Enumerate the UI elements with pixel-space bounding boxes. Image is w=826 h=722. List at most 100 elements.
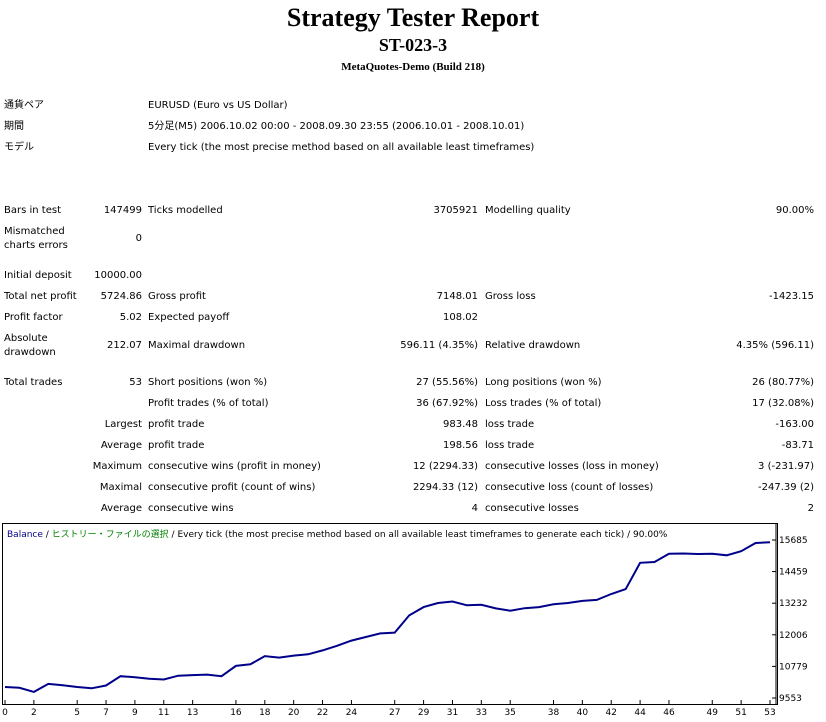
x-tick-label: 38: [548, 708, 560, 718]
deposit-value: 10000.00: [94, 270, 142, 281]
x-tick-label: 24: [346, 708, 358, 718]
server-info: MetaQuotes-Demo (Build 218): [341, 61, 485, 73]
short-value: 27 (55.56%): [416, 377, 478, 388]
avg-losses-value: 2: [807, 503, 814, 514]
x-tick-label: 53: [764, 708, 775, 718]
x-tick-label: 31: [447, 708, 458, 718]
y-tick-label: 14459: [779, 568, 808, 578]
loss-trades-value: 17 (32.08%): [752, 398, 814, 409]
absdd-label-line1: Absolute: [4, 333, 48, 344]
trades-label: Total trades: [4, 377, 63, 388]
period-value: 5分足(M5) 2006.10.02 00:00 - 2008.09.30 23…: [148, 121, 525, 132]
avg-losses-label: consecutive losses: [485, 503, 579, 514]
y-tick-label: 10779: [779, 662, 808, 672]
maximal-loss-label: consecutive loss (count of losses): [485, 482, 654, 493]
x-tick-label: 18: [259, 708, 271, 718]
long-label: Long positions (won %): [485, 377, 602, 388]
trades-value: 53: [129, 377, 142, 388]
pf-label: Profit factor: [4, 312, 63, 323]
x-tick-label: 51: [735, 708, 746, 718]
absdd-value: 212.07: [107, 340, 142, 351]
chart-balance-label: Balance: [7, 530, 43, 540]
x-tick-label: 16: [230, 708, 242, 718]
netprofit-value: 5724.86: [100, 291, 142, 302]
largest-loss-value: -163.00: [775, 419, 814, 430]
average2-label: Average: [100, 503, 142, 514]
largest-loss-label: loss trade: [485, 419, 535, 430]
grossloss-label: Gross loss: [485, 291, 536, 302]
grossloss-value: -1423.15: [769, 291, 814, 302]
maximal-profit-value: 2294.33 (12): [412, 482, 478, 493]
average-label: Average: [100, 440, 142, 451]
mismatch-value: 0: [135, 233, 142, 244]
x-tick-label: 42: [605, 708, 616, 718]
quality-label: Modelling quality: [485, 205, 571, 216]
balance-chart: Balance / ヒストリー・ファイルの選択 / Every tick (th…: [2, 523, 778, 705]
reldd-label: Relative drawdown: [485, 340, 581, 351]
chart-header-description: / Every tick (the most precise method ba…: [168, 530, 668, 540]
pf-value: 5.02: [119, 312, 142, 323]
y-tick-label: 15685: [779, 536, 808, 546]
x-tick-label: 35: [504, 708, 515, 718]
long-value: 26 (80.77%): [752, 377, 814, 388]
x-tick-label: 0: [2, 708, 8, 718]
ep-value: 108.02: [443, 312, 478, 323]
x-tick-label: 20: [288, 708, 300, 718]
maximal-label: Maximal: [99, 482, 142, 493]
y-tick-label: 12006: [779, 631, 808, 641]
reldd-value: 4.35% (596.11): [736, 340, 814, 351]
chart-header-separator: /: [42, 530, 52, 540]
y-tick-label: 13232: [779, 599, 808, 609]
x-tick-label: 33: [476, 708, 487, 718]
bars-value: 147499: [103, 205, 142, 216]
profit-trades-value: 36 (67.92%): [416, 398, 478, 409]
ticks-label: Ticks modelled: [148, 205, 223, 216]
mismatch-label-line1: Mismatched: [4, 226, 65, 237]
average-profit-value: 198.56: [443, 440, 478, 451]
x-tick-label: 49: [707, 708, 719, 718]
report-title: Strategy Tester Report: [286, 3, 540, 32]
x-tick-label: 22: [317, 708, 328, 718]
avg-wins-label: consecutive wins: [148, 503, 234, 514]
maxdd-value: 596.11 (4.35%): [400, 340, 478, 351]
largest-profit-value: 983.48: [443, 419, 478, 430]
ep-label: Expected payoff: [148, 312, 230, 323]
x-tick-label: 7: [103, 708, 109, 718]
x-tick-label: 5: [74, 708, 80, 718]
x-tick-label: 11: [158, 708, 169, 718]
grossprofit-label: Gross profit: [148, 291, 206, 302]
avg-wins-value: 4: [471, 503, 478, 514]
x-tick-label: 44: [634, 708, 646, 718]
maximal-loss-value: -247.39 (2): [758, 482, 814, 493]
report-subtitle: ST-023-3: [378, 35, 448, 55]
grossprofit-value: 7148.01: [436, 291, 478, 302]
chart-header: Balance / ヒストリー・ファイルの選択 / Every tick (th…: [7, 527, 667, 540]
chart-history-label: ヒストリー・ファイルの選択: [51, 530, 169, 540]
max-losses-label: consecutive losses (loss in money): [485, 461, 659, 472]
x-tick-label: 46: [663, 708, 675, 718]
x-tick-label: 2: [31, 708, 37, 718]
x-tick-label: 40: [577, 708, 589, 718]
x-tick-label: 13: [187, 708, 198, 718]
netprofit-label: Total net profit: [4, 291, 77, 302]
x-tick-label: 27: [389, 708, 400, 718]
bars-label: Bars in test: [4, 205, 61, 216]
max-wins-value: 12 (2294.33): [412, 461, 478, 472]
quality-value: 90.00%: [775, 205, 814, 216]
absdd-label-line2: drawdown: [4, 347, 56, 358]
deposit-label: Initial deposit: [4, 270, 72, 281]
loss-trades-label: Loss trades (% of total): [485, 398, 602, 409]
maxdd-label: Maximal drawdown: [148, 340, 246, 351]
maximum-label: Maximum: [92, 461, 142, 472]
maximal-profit-label: consecutive profit (count of wins): [148, 482, 316, 493]
average-profit-label: profit trade: [148, 440, 205, 451]
average-loss-value: -83.71: [781, 440, 814, 451]
largest-label: Largest: [104, 419, 142, 430]
mismatch-label-line2: charts errors: [4, 240, 68, 251]
x-tick-label: 9: [132, 708, 138, 718]
largest-profit-label: profit trade: [148, 419, 205, 430]
x-tick-label: 29: [418, 708, 430, 718]
average-loss-label: loss trade: [485, 440, 535, 451]
balance-series-line: [4, 541, 771, 693]
